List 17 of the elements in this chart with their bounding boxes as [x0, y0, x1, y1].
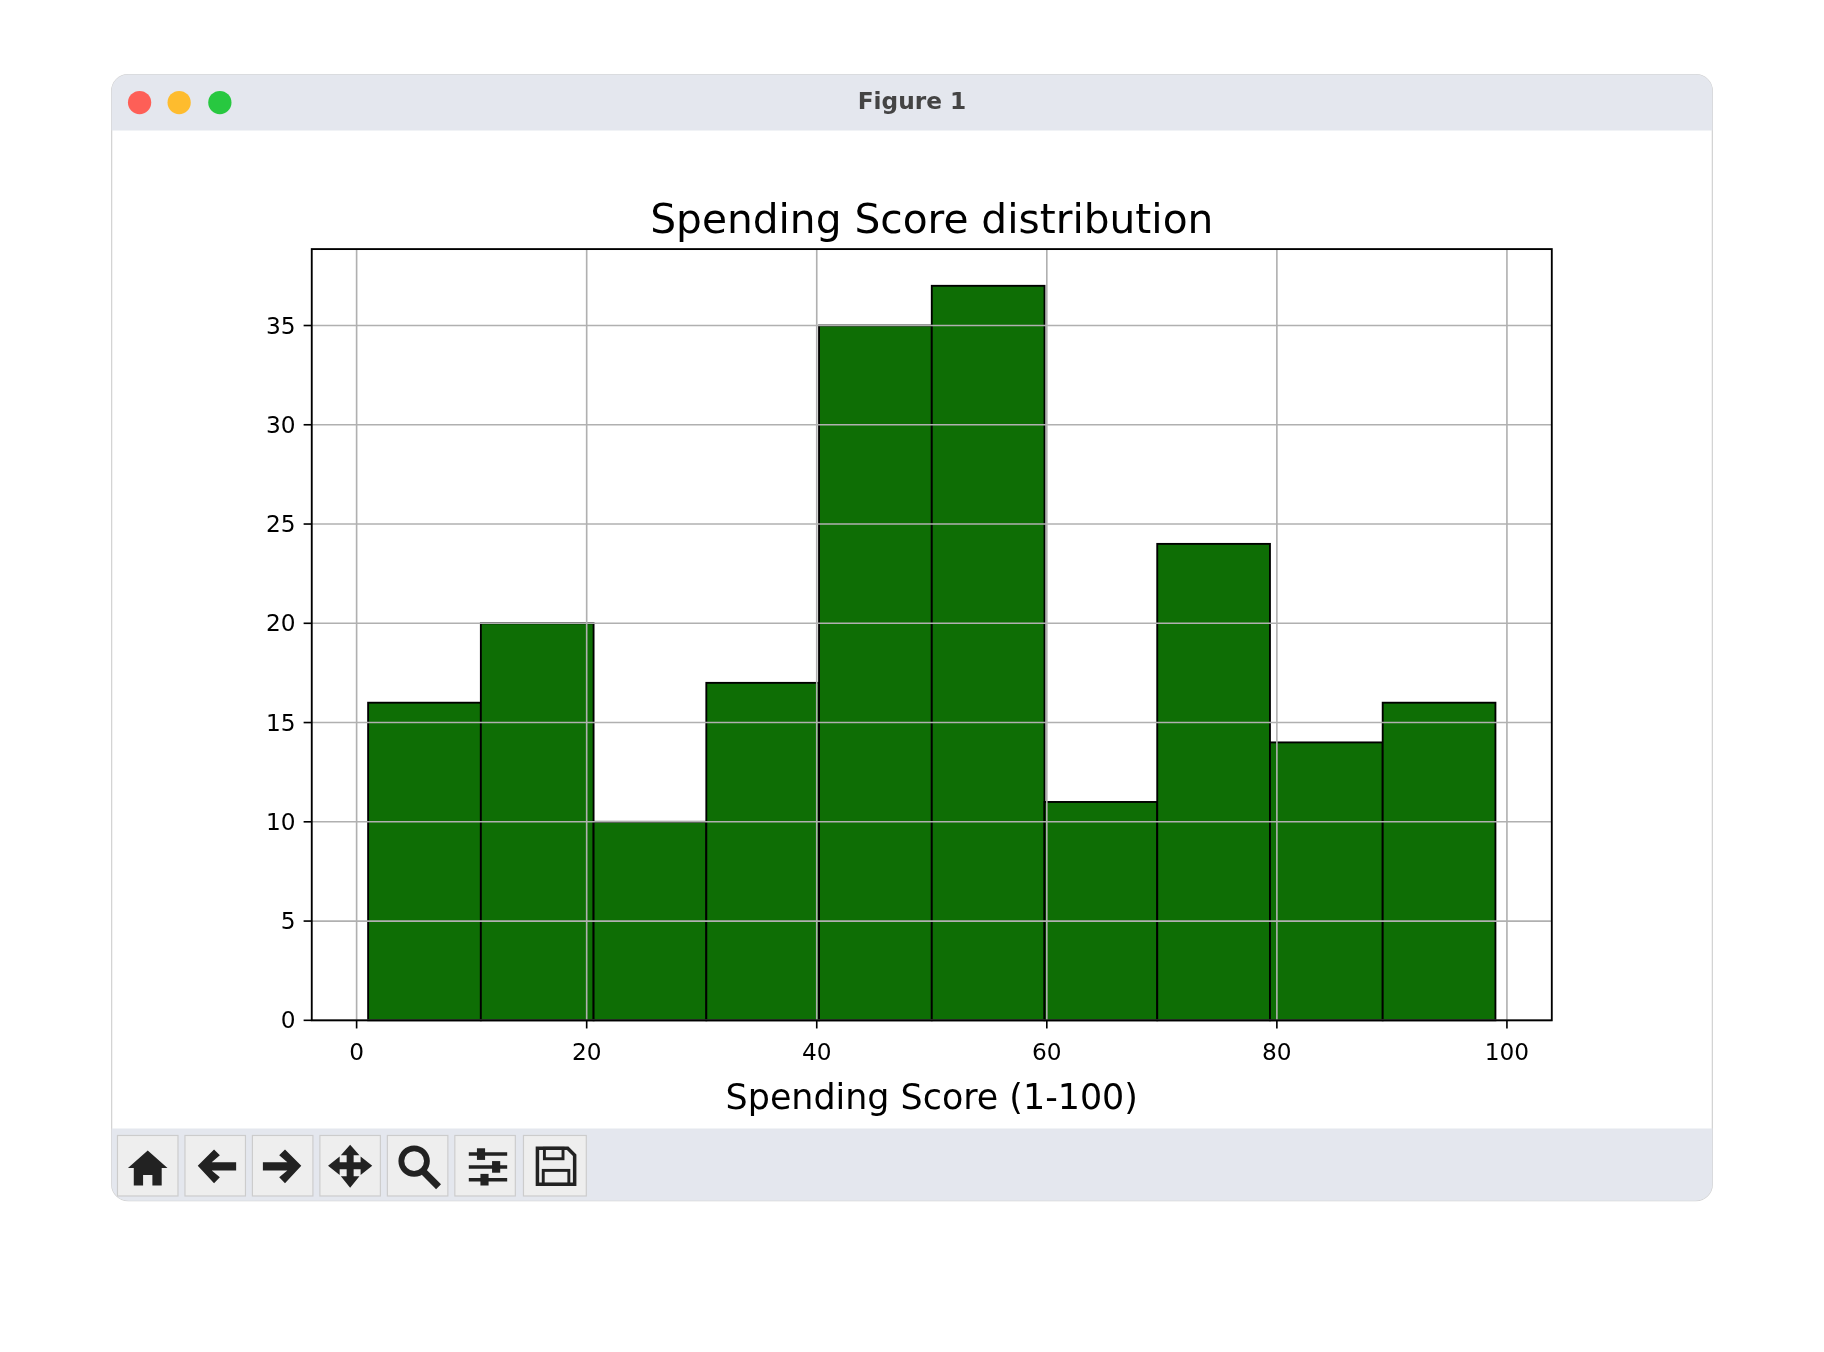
y-tick-label: 10 [265, 807, 296, 835]
x-axis-title: Spending Score (1-100) [725, 1076, 1138, 1117]
x-tick-label: 20 [571, 1037, 602, 1065]
y-tick-label: 35 [265, 311, 296, 339]
y-tick-label: 30 [265, 410, 296, 438]
x-tick-label: 80 [1262, 1037, 1292, 1065]
y-tick-label: 5 [280, 907, 296, 935]
x-tick-label: 60 [1032, 1037, 1062, 1065]
x-tick-label: 100 [1484, 1037, 1530, 1065]
y-tick-label: 25 [265, 510, 296, 538]
y-tick-label: 0 [280, 1006, 296, 1034]
x-tick-label: 0 [349, 1037, 365, 1065]
y-tick-label: 20 [265, 609, 296, 637]
x-tick-label: 40 [801, 1037, 832, 1065]
y-tick-label: 15 [265, 708, 296, 736]
caption: Figure 1 [857, 87, 967, 115]
chart-title: Spending Score distribution [650, 194, 1214, 243]
